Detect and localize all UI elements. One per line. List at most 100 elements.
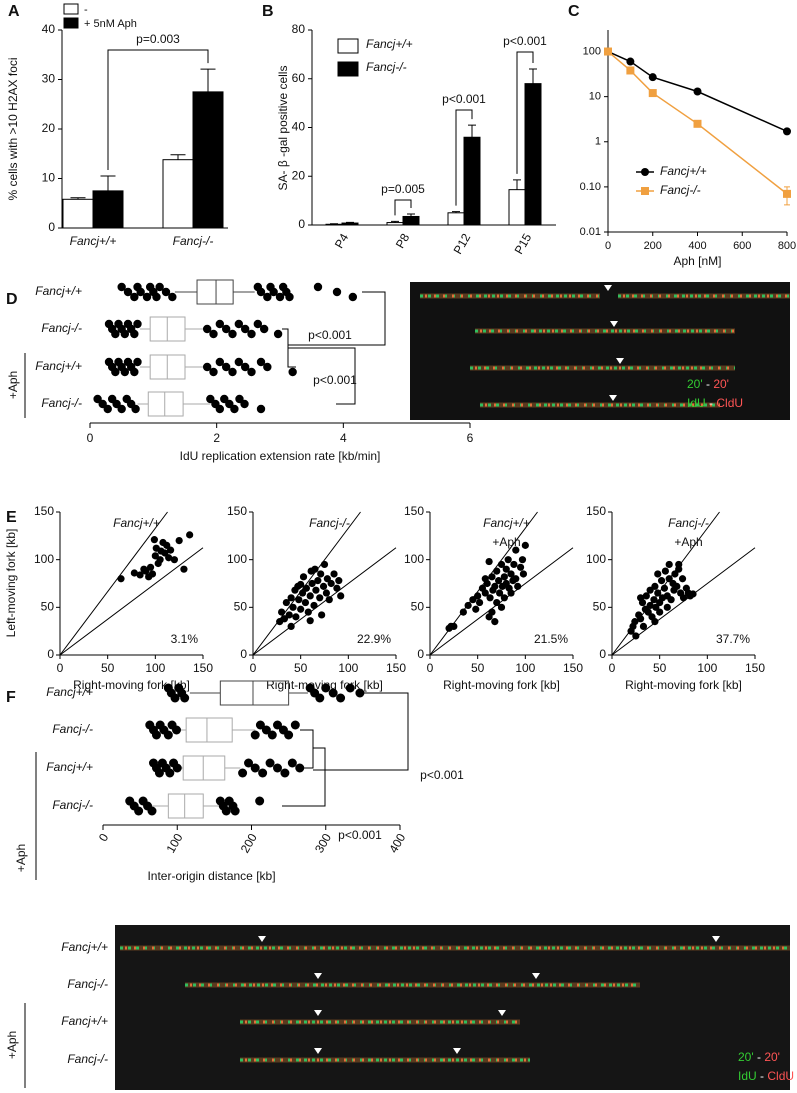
data-point <box>175 537 183 545</box>
group-label: +Aph <box>5 1031 19 1059</box>
data-point <box>221 324 231 334</box>
legend-text: 20' <box>738 1050 754 1064</box>
legend-text: - <box>84 4 88 16</box>
data-point <box>493 567 501 575</box>
data-point <box>450 622 458 631</box>
data-point <box>259 324 269 334</box>
data-point <box>302 584 310 592</box>
x-tick-label: 50 <box>294 661 308 675</box>
bracket <box>107 49 209 171</box>
data-point <box>304 608 312 616</box>
data-point <box>284 730 294 740</box>
data-point <box>665 560 673 569</box>
data-point <box>275 292 285 302</box>
row-label: Fancj+/+ <box>35 359 82 373</box>
data-point <box>154 768 164 778</box>
y-tick-label: 1 <box>595 136 601 148</box>
legend-text: 20' <box>687 377 703 391</box>
bar <box>92 190 124 229</box>
data-point <box>155 282 164 292</box>
data-point <box>472 605 480 613</box>
data-point <box>502 565 510 573</box>
data-point <box>332 287 342 297</box>
data-point <box>673 582 681 590</box>
data-point <box>289 603 297 611</box>
data-point <box>269 287 278 297</box>
data-point <box>117 575 125 583</box>
row-label: Fancj+/+ <box>61 1014 108 1028</box>
data-point <box>675 560 683 569</box>
bracket <box>282 747 326 807</box>
data-point <box>172 763 182 773</box>
data-point <box>654 570 662 578</box>
data-point <box>244 758 254 768</box>
y-tick-label: 50 <box>234 600 248 614</box>
legend-text: Fancj-/- <box>366 60 407 74</box>
bracket <box>455 109 473 206</box>
data-point <box>290 720 300 730</box>
bracket <box>313 692 409 771</box>
data-point <box>234 357 244 367</box>
data-point <box>117 282 126 292</box>
data-point <box>355 688 365 698</box>
bar <box>192 91 224 229</box>
x-axis-label: Right-moving fork [kb] <box>73 678 190 692</box>
data-point <box>311 565 319 573</box>
data-point <box>240 399 249 409</box>
data-point <box>161 287 171 297</box>
data-point <box>678 575 687 583</box>
error-bar <box>346 221 354 224</box>
legend-text: - <box>709 396 713 410</box>
data-point <box>318 611 326 619</box>
x-tick-label: 150 <box>563 661 583 675</box>
row-label: Fancj-/- <box>41 396 82 410</box>
data-point <box>317 570 325 578</box>
error-bar <box>468 124 476 138</box>
box <box>147 391 184 417</box>
fiber-legend: IdU - CldU <box>738 1069 794 1083</box>
panel-letter: B <box>262 3 274 20</box>
data-point <box>295 763 305 773</box>
data-point <box>256 357 266 367</box>
data-point <box>250 763 260 773</box>
legend-swatch <box>63 3 79 15</box>
data-point <box>495 589 504 597</box>
data-point <box>474 592 482 600</box>
data-point <box>258 768 268 778</box>
data-point <box>250 730 260 740</box>
y-tick-label: 0.01 <box>580 226 601 238</box>
data-point <box>130 569 138 577</box>
data-point <box>297 580 305 589</box>
x-tick-label: 100 <box>697 661 717 675</box>
fibers <box>420 285 790 408</box>
data-point <box>650 596 658 604</box>
error-bar <box>529 68 537 84</box>
data-point <box>111 367 120 377</box>
marker <box>626 66 635 75</box>
legend-swatch <box>337 38 359 54</box>
y-tick-label: 100 <box>404 552 424 566</box>
fibers <box>120 936 790 1063</box>
data-point <box>654 589 662 597</box>
legend-text: - <box>706 377 710 391</box>
marker <box>604 47 612 56</box>
data-point <box>287 622 295 631</box>
data-point <box>263 362 272 372</box>
data-point <box>481 589 489 597</box>
data-point <box>521 541 529 549</box>
y-tick-label: 50 <box>593 600 607 614</box>
x-tick-label: 2 <box>213 431 220 445</box>
panel-subtitle: +Aph <box>492 535 520 549</box>
data-point <box>519 570 528 578</box>
data-point <box>278 608 286 616</box>
data-point <box>320 560 329 569</box>
data-point <box>228 367 237 377</box>
data-point <box>656 608 664 616</box>
panel-letter: F <box>6 689 16 706</box>
data-point <box>215 319 225 329</box>
data-point <box>345 683 355 693</box>
marker <box>693 87 702 96</box>
x-tick-label: 100 <box>338 661 358 675</box>
data-point <box>310 601 318 610</box>
x-tick-label: 600 <box>733 240 751 252</box>
